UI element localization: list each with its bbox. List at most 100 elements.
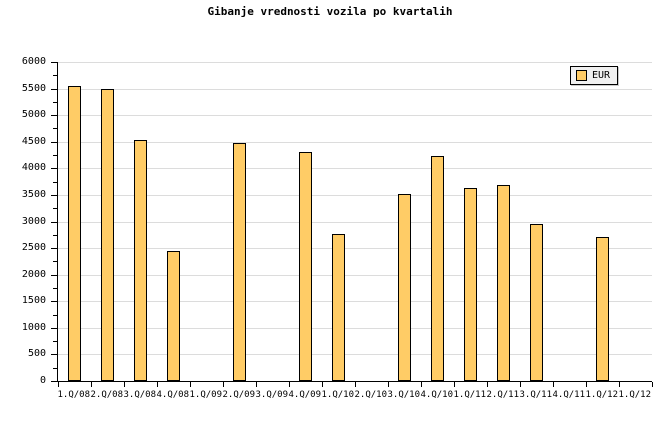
y-axis-tick-label: 5000	[21, 109, 46, 121]
y-axis-tick	[51, 354, 58, 356]
gridline	[58, 168, 652, 170]
x-axis-tick-label: 3.Q/10	[387, 390, 421, 400]
y-axis-tick	[51, 62, 58, 63]
y-axis-tick	[51, 194, 58, 196]
y-axis-tick-label: 1000	[21, 321, 46, 333]
y-axis-tick-label: 4500	[21, 135, 46, 147]
bar[interactable]	[233, 143, 246, 381]
y-axis-minor-tick	[53, 155, 58, 157]
legend-swatch-eur-icon	[576, 70, 587, 81]
x-axis-tick-label: 1.Q/11	[453, 390, 487, 400]
chart-title: Gibanje vrednosti vozila po kvartalih	[207, 5, 453, 18]
bar[interactable]	[101, 89, 114, 381]
bar[interactable]	[596, 237, 609, 381]
y-axis-tick-label: 0	[39, 375, 46, 386]
gridline	[58, 248, 652, 250]
y-axis-tick	[51, 327, 58, 329]
legend-label-eur: EUR	[592, 70, 611, 81]
y-axis-minor-tick	[53, 234, 58, 236]
x-axis-tick	[553, 382, 554, 387]
x-axis-tick	[91, 382, 92, 387]
x-axis-tick-label: 4.Q/08	[156, 390, 190, 400]
y-axis-tick	[51, 168, 58, 170]
x-axis-tick	[124, 382, 125, 387]
y-axis-tick	[51, 274, 58, 276]
y-axis-tick-label: 500	[27, 348, 46, 360]
x-axis-line	[57, 381, 652, 382]
y-axis-minor-tick	[53, 75, 58, 77]
y-axis-minor-tick	[53, 181, 58, 183]
bar[interactable]	[530, 224, 543, 381]
gridline	[58, 327, 652, 329]
x-axis-tick	[487, 382, 488, 387]
bar[interactable]	[299, 152, 312, 381]
gridline	[58, 221, 652, 223]
bar[interactable]	[398, 194, 411, 381]
y-axis-tick	[51, 248, 58, 250]
y-axis-tick-label: 3500	[21, 188, 46, 200]
x-axis-tick-label: 2.Q/09	[222, 390, 256, 400]
x-axis-tick-label: 2.Q/08	[90, 390, 124, 400]
y-axis-tick	[51, 381, 58, 382]
x-axis-tick	[454, 382, 455, 387]
y-axis-minor-tick	[53, 208, 58, 210]
y-axis-tick-label: 1500	[21, 295, 46, 307]
x-axis-tick	[388, 382, 389, 387]
x-axis-tick	[520, 382, 521, 387]
y-axis-minor-tick	[53, 287, 58, 289]
x-axis-tick-label: 3.Q/08	[123, 390, 157, 400]
bar[interactable]	[167, 251, 180, 381]
x-axis-tick	[586, 382, 587, 387]
y-axis-tick-label: 6000	[21, 56, 46, 67]
y-axis-minor-tick	[53, 314, 58, 316]
chart-legend[interactable]: EUR	[570, 66, 619, 85]
y-axis-minor-tick	[53, 101, 58, 103]
y-axis-minor-tick	[53, 128, 58, 130]
y-axis-minor-tick	[53, 341, 58, 343]
bar[interactable]	[134, 140, 147, 381]
y-axis-tick-label: 3000	[21, 215, 46, 227]
y-axis-tick-label: 4000	[21, 162, 46, 174]
gridline	[58, 115, 652, 117]
y-axis-tick	[51, 88, 58, 90]
x-axis-tick-label: 1.Q/09	[189, 390, 223, 400]
x-axis-tick	[223, 382, 224, 387]
x-axis-tick-label: 4.Q/10	[420, 390, 454, 400]
x-axis-tick	[652, 382, 653, 387]
bar[interactable]	[68, 86, 81, 381]
x-axis-tick-label: 2.Q/11	[486, 390, 520, 400]
x-axis-tick-label: 3.Q/11	[519, 390, 553, 400]
gridline	[58, 274, 652, 276]
x-axis-tick-label: 1.Q/12	[585, 390, 619, 400]
gridline	[58, 62, 652, 63]
x-axis-tick-label: 4.Q/09	[288, 390, 322, 400]
y-axis-tick	[51, 115, 58, 117]
x-axis-tick	[256, 382, 257, 387]
y-axis-tick-label: 5500	[21, 82, 46, 94]
gridline	[58, 301, 652, 303]
y-axis-tick	[51, 221, 58, 223]
y-axis-tick	[51, 141, 58, 143]
y-axis-tick-label: 2500	[21, 242, 46, 254]
x-axis-tick	[322, 382, 323, 387]
x-axis-tick-label: 2.Q/10	[354, 390, 388, 400]
x-axis-tick-label: 1.Q/08	[57, 390, 91, 400]
bar[interactable]	[431, 156, 444, 381]
x-axis-tick-label: 1.Q/10	[321, 390, 355, 400]
gridline	[58, 194, 652, 196]
x-axis-tick	[58, 382, 59, 387]
x-axis-tick	[421, 382, 422, 387]
y-axis-minor-tick	[53, 261, 58, 263]
x-axis-tick	[355, 382, 356, 387]
bar[interactable]	[497, 185, 510, 381]
bar[interactable]	[332, 234, 345, 381]
x-axis-tick	[190, 382, 191, 387]
y-axis-minor-tick	[53, 367, 58, 369]
gridline	[58, 88, 652, 90]
bar[interactable]	[464, 188, 477, 381]
gridline	[58, 354, 652, 356]
x-axis-tick	[619, 382, 620, 387]
x-axis-tick	[157, 382, 158, 387]
x-axis-tick-label: 4.Q/11	[552, 390, 586, 400]
